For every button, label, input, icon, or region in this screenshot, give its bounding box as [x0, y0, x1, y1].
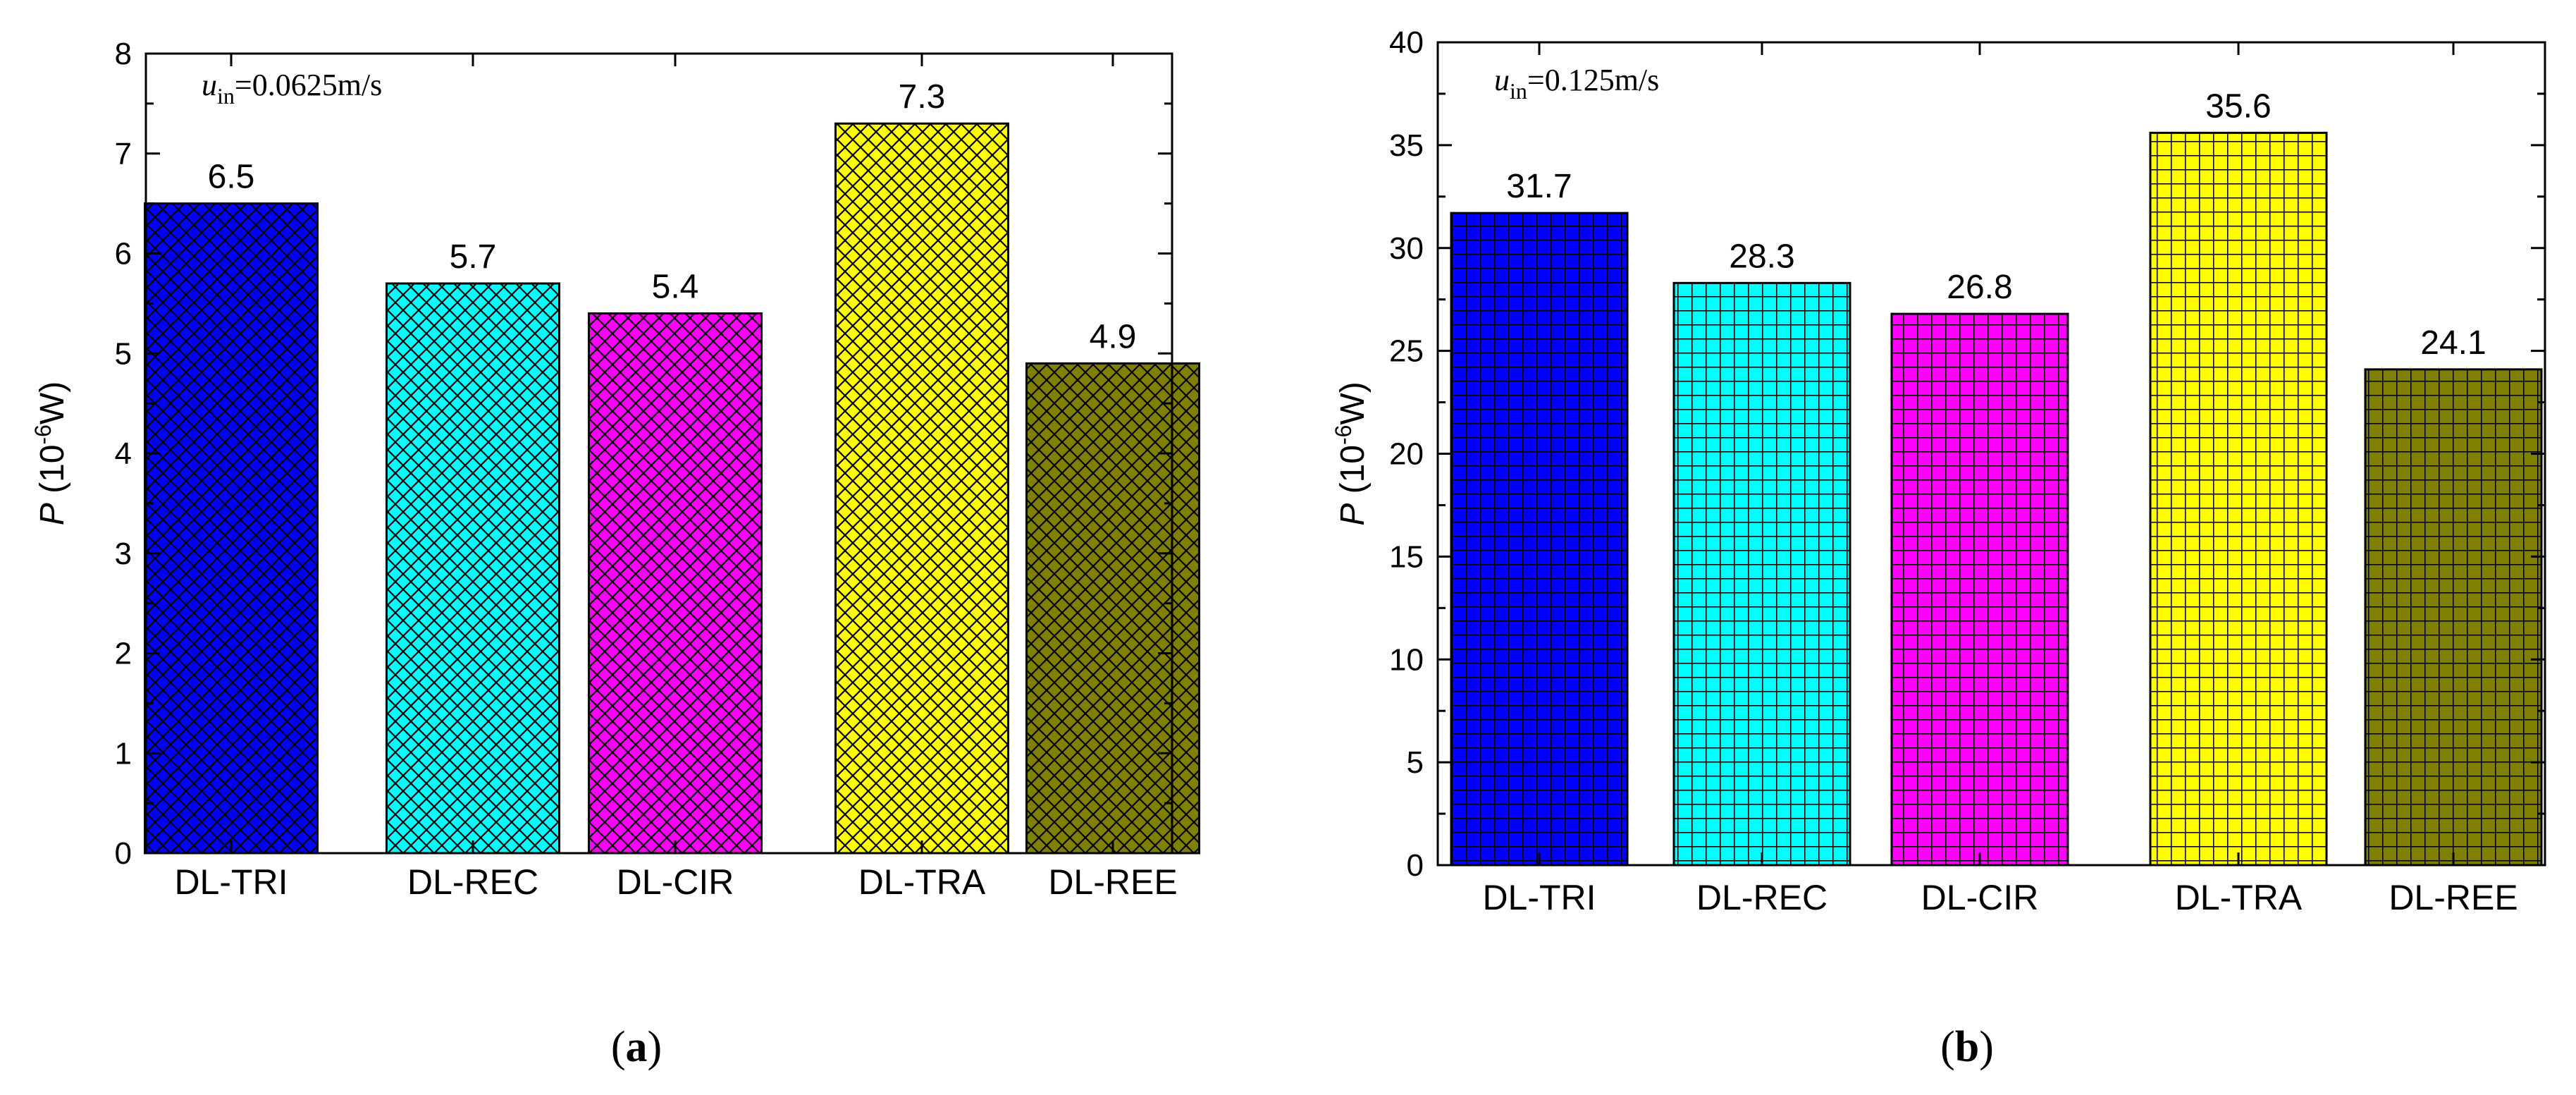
bar-value-label-dl-ree: 4.9	[1090, 318, 1137, 355]
bar-dl-tri	[1451, 213, 1627, 866]
bar-value-label-dl-tra: 35.6	[2205, 87, 2271, 125]
bar-dl-tri	[144, 203, 318, 853]
bar-value-label-dl-cir: 5.4	[652, 269, 699, 306]
y-axis-title: P (10-6W)	[1331, 381, 1372, 525]
bar-dl-tra	[2150, 133, 2327, 865]
bar-dl-ree	[1026, 363, 1200, 853]
y-tick-label: 8	[115, 37, 132, 71]
chart-panel-a: 6.5 DL-TRI 5.7 DL-REC 5.4 DL-CIR 7.3 DL-TRA 4.9 D…	[30, 37, 1200, 1071]
y-tick-label: 0	[1407, 848, 1424, 883]
y-tick-label: 10	[1389, 642, 1424, 677]
y-tick-label: 2	[115, 637, 132, 671]
category-label-dl-ree: DL-REE	[1048, 862, 1177, 902]
bar-value-label-dl-cir: 26.8	[1947, 269, 2012, 306]
y-tick-label: 3	[115, 537, 132, 571]
y-tick-label: 25	[1389, 334, 1424, 369]
bar-value-label-dl-rec: 5.7	[450, 238, 497, 276]
bar-value-label-dl-tri: 31.7	[1506, 168, 1572, 205]
bar-dl-rec	[386, 283, 560, 853]
category-label-dl-rec: DL-REC	[1696, 878, 1828, 917]
y-tick-label: 40	[1389, 25, 1424, 60]
bar-dl-rec	[1674, 283, 1850, 865]
panel-label: (a)	[611, 1023, 662, 1071]
y-tick-label: 20	[1389, 437, 1424, 472]
inlet-velocity-annotation: uin=0.125m/s	[1494, 63, 1659, 104]
y-tick-label: 35	[1389, 128, 1424, 163]
category-label-dl-tri: DL-TRI	[1482, 878, 1596, 917]
y-tick-label: 6	[115, 237, 132, 271]
category-label-dl-ree: DL-REE	[2389, 878, 2518, 917]
bar-value-label-dl-ree: 24.1	[2420, 324, 2486, 362]
inlet-velocity-annotation: uin=0.0625m/s	[202, 68, 382, 109]
bar-dl-tra	[835, 123, 1009, 854]
y-tick-label: 30	[1389, 231, 1424, 266]
category-label-dl-tra: DL-TRA	[858, 862, 986, 902]
y-axis-title: P (10-6W)	[30, 381, 71, 525]
category-label-dl-cir: DL-CIR	[1921, 878, 2039, 917]
y-tick-label: 5	[1407, 745, 1424, 780]
y-tick-label: 5	[115, 336, 132, 371]
bar-dl-ree	[2365, 369, 2541, 865]
chart-panel-b: 31.7 DL-TRI 28.3 DL-REC 26.8 DL-CIR 35.6 DL-TRA…	[1331, 25, 2546, 1071]
y-tick-label: 1	[115, 736, 132, 771]
category-label-dl-cir: DL-CIR	[617, 862, 734, 902]
y-tick-label: 4	[115, 436, 132, 471]
bar-value-label-dl-rec: 28.3	[1729, 238, 1794, 275]
y-tick-label: 0	[115, 836, 132, 871]
bar-value-label-dl-tra: 7.3	[899, 78, 946, 116]
bar-dl-cir	[588, 313, 762, 853]
y-tick-label: 7	[115, 137, 132, 171]
category-label-dl-tri: DL-TRI	[174, 862, 288, 902]
bar-value-label-dl-tri: 6.5	[208, 159, 255, 196]
category-label-dl-tra: DL-TRA	[2175, 878, 2303, 917]
panel-label: (b)	[1940, 1023, 1994, 1071]
category-label-dl-rec: DL-REC	[407, 862, 538, 902]
y-tick-label: 15	[1389, 539, 1424, 574]
bar-dl-cir	[1892, 314, 2068, 865]
